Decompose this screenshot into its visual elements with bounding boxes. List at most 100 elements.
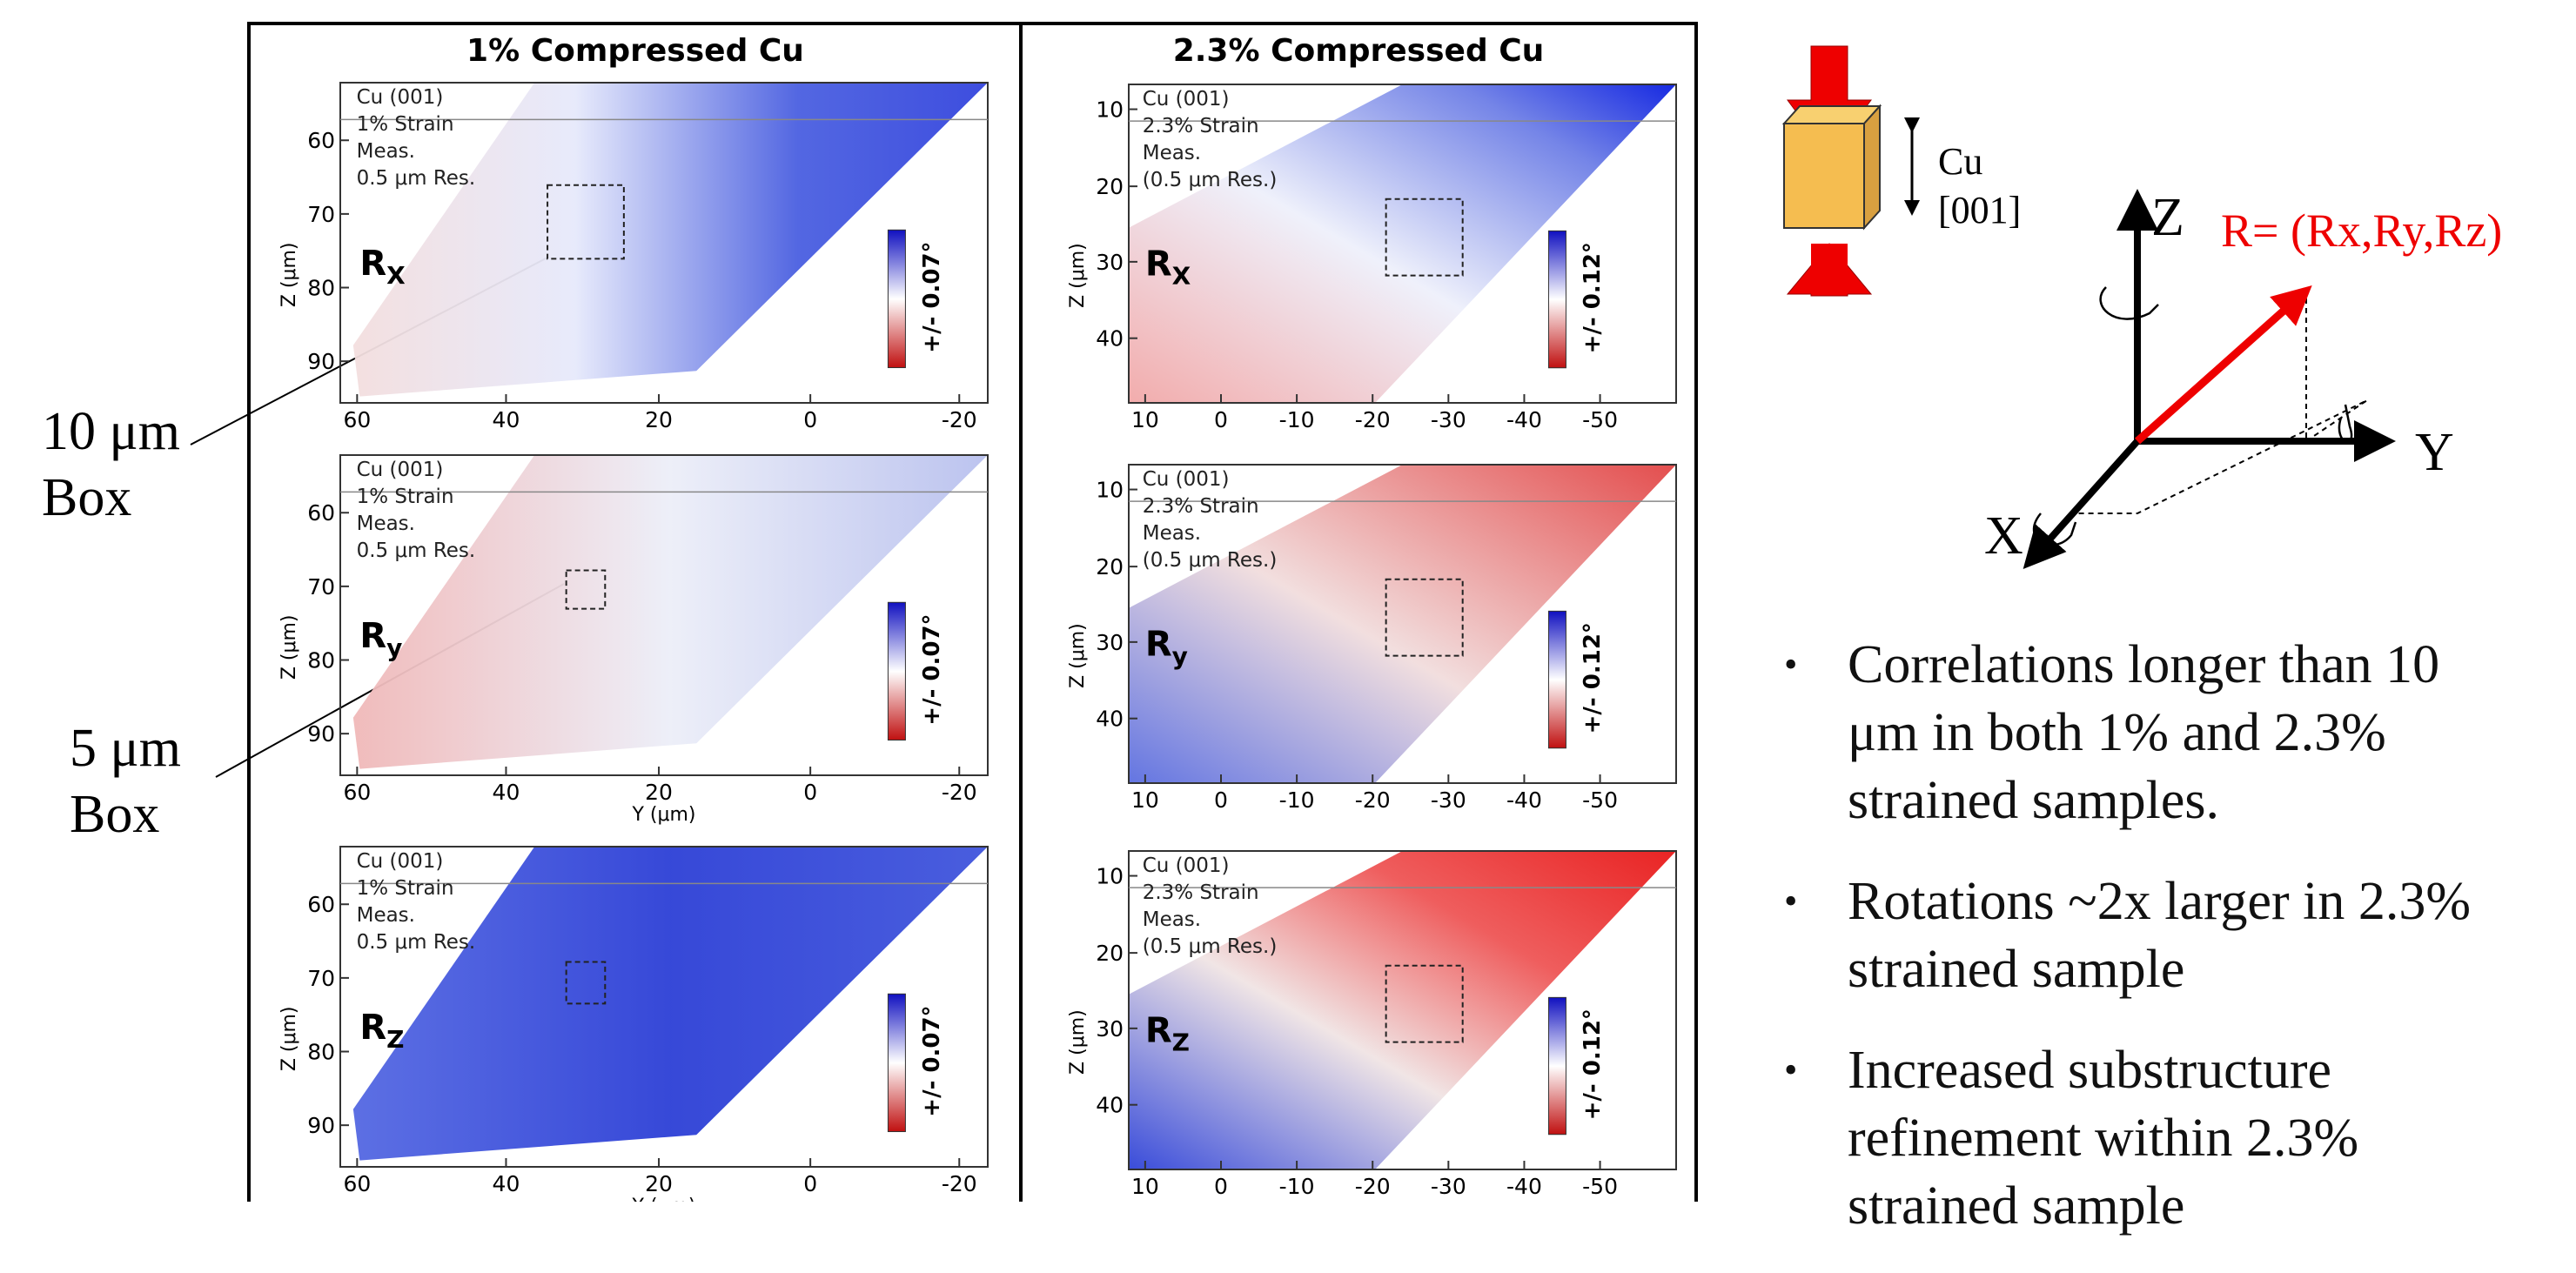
map-region xyxy=(1129,84,1676,403)
projection xyxy=(2072,399,2368,514)
plot-frame xyxy=(339,82,989,404)
cube-front xyxy=(1783,123,1865,229)
slide: {"annotations":[{"lines":["10 μm","Box"]… xyxy=(0,0,2576,1202)
y-axis-label: Z (μm) xyxy=(278,1006,300,1071)
figure: 10 μm Box 5 μm Box Cu [001] Z Y X R= (Rx… xyxy=(42,22,2502,1202)
region-box xyxy=(1385,964,1464,1043)
rotation-arc xyxy=(2099,286,2159,320)
rotation-arc xyxy=(2033,513,2077,546)
panel-note: Meas. xyxy=(1143,908,1201,931)
component-subscript: Z xyxy=(1172,1028,1190,1057)
map-region xyxy=(352,83,988,397)
y-tick-label: 60 xyxy=(307,500,335,526)
component-subscript: Z xyxy=(386,1025,404,1054)
y-axis-label: Z (μm) xyxy=(1067,1009,1089,1075)
component-label: Ry xyxy=(1145,625,1188,671)
component-subscript: X xyxy=(386,261,406,290)
map-panel: Cu (001) 1% Strain Meas. 0.5 μm Res. Ry +/- 0… xyxy=(278,454,989,826)
map-panel: Cu (001) 1% Strain Meas. 0.5 μm Res. RZ +/- 0… xyxy=(278,846,989,1202)
region-box xyxy=(565,569,607,610)
x-tick-label: 40 xyxy=(493,407,520,432)
projection xyxy=(2137,291,2307,442)
y-tick-label: 40 xyxy=(1096,1093,1124,1118)
plot-frame xyxy=(1128,464,1677,784)
panel-note: 1% Strain xyxy=(357,486,454,508)
panel-note: Meas. xyxy=(357,904,415,927)
y-tick-label: 30 xyxy=(1096,630,1124,655)
colorbar-label: +/- 0.12° xyxy=(1580,1008,1606,1120)
x-axis-label: Y (μm) xyxy=(631,1196,695,1202)
panel-note: 2.3% Strain xyxy=(1143,115,1259,137)
x-tick-label: 0 xyxy=(1214,407,1228,432)
y-tick-label: 10 xyxy=(1096,864,1124,889)
y-tick-label: 30 xyxy=(1096,1016,1124,1042)
x-tick-label: -40 xyxy=(1506,407,1542,432)
colorbar-label: +/- 0.07° xyxy=(919,1005,945,1116)
x-tick-label: -50 xyxy=(1582,1174,1618,1199)
panel-note: (0.5 μm Res.) xyxy=(1143,935,1278,958)
y-tick-label: 20 xyxy=(1096,174,1124,199)
panel-note: 1% Strain xyxy=(357,877,454,900)
component-symbol: R xyxy=(1145,625,1172,665)
panel-note: Cu (001) xyxy=(357,86,444,109)
plot-frame xyxy=(1128,850,1677,1170)
x-tick-label: -50 xyxy=(1582,407,1618,432)
annotation-line: 10 μm xyxy=(42,402,180,461)
rotation-vector xyxy=(2135,285,2312,445)
map-panel: Cu (001) 2.3% Strain Meas. (0.5 μm Res.) RX +… xyxy=(1067,84,1677,432)
y-tick-label: 70 xyxy=(307,574,335,600)
x-tick-label: 60 xyxy=(343,780,371,805)
map-panel: Cu (001) 2.3% Strain Meas. (0.5 μm Res.) RZ +… xyxy=(1067,850,1677,1199)
annotation-line: Box xyxy=(70,785,159,844)
annotation-line: 5 μm xyxy=(70,719,181,778)
x-tick-label: -50 xyxy=(1582,787,1618,813)
colorbar-label: +/- 0.07° xyxy=(919,613,945,725)
colorbar xyxy=(1547,230,1566,369)
y-tick-label: 70 xyxy=(307,202,335,227)
colorbar-label: +/- 0.12° xyxy=(1580,622,1606,734)
sample-label: Cu xyxy=(1938,140,1982,183)
x-tick-label: 60 xyxy=(343,407,371,432)
sample-label: [001] xyxy=(1938,189,2021,231)
x-tick-label: -20 xyxy=(1355,1174,1391,1199)
axis-label: Y xyxy=(2415,423,2454,482)
x-tick-label: 0 xyxy=(1214,1174,1228,1199)
plot-frame xyxy=(1128,84,1677,404)
figure-frame xyxy=(247,22,1698,1202)
panel-note: Cu (001) xyxy=(357,850,444,873)
x-tick-label: 10 xyxy=(1131,407,1159,432)
x-tick-label: 10 xyxy=(1131,1174,1159,1199)
y-tick-label: 20 xyxy=(1096,941,1124,966)
panel-note: Meas. xyxy=(1143,522,1201,545)
x-tick-label: 0 xyxy=(803,1171,817,1196)
panel-note: 0.5 μm Res. xyxy=(357,167,476,190)
panel-note: (0.5 μm Res.) xyxy=(1143,549,1278,572)
component-symbol: R xyxy=(1145,245,1172,285)
x-tick-label: 10 xyxy=(1131,787,1159,813)
x-tick-label: 20 xyxy=(645,1171,673,1196)
annotation-line: Box xyxy=(42,468,131,527)
component-symbol: R xyxy=(359,244,386,284)
panel-note: Meas. xyxy=(357,513,415,535)
panel-note: Meas. xyxy=(1143,142,1201,164)
map-region xyxy=(352,847,988,1161)
panel-note: Cu (001) xyxy=(1143,88,1230,111)
y-tick-label: 40 xyxy=(1096,326,1124,352)
y-tick-label: 90 xyxy=(307,1113,335,1138)
y-tick-label: 70 xyxy=(307,966,335,991)
panel-note: 0.5 μm Res. xyxy=(357,539,476,562)
x-tick-label: 40 xyxy=(493,1171,520,1196)
colorbar xyxy=(887,993,906,1133)
y-axis-label: Z (μm) xyxy=(1067,243,1089,308)
y-tick-label: 30 xyxy=(1096,250,1124,275)
panel-note: (0.5 μm Res.) xyxy=(1143,169,1278,191)
component-subscript: X xyxy=(1172,262,1191,291)
y-tick-label: 20 xyxy=(1096,554,1124,580)
panel-note: 2.3% Strain xyxy=(1143,881,1259,904)
column-title: 2.3% Compressed Cu xyxy=(1173,33,1545,69)
y-tick-label: 60 xyxy=(307,128,335,153)
vector-label: R= (Rx,Ry,Rz) xyxy=(2221,204,2502,257)
x-tick-label: -30 xyxy=(1431,407,1466,432)
bullet: Correlations longer than 10 μm in both 1… xyxy=(1784,631,2480,834)
rotation-arc xyxy=(2338,404,2353,444)
